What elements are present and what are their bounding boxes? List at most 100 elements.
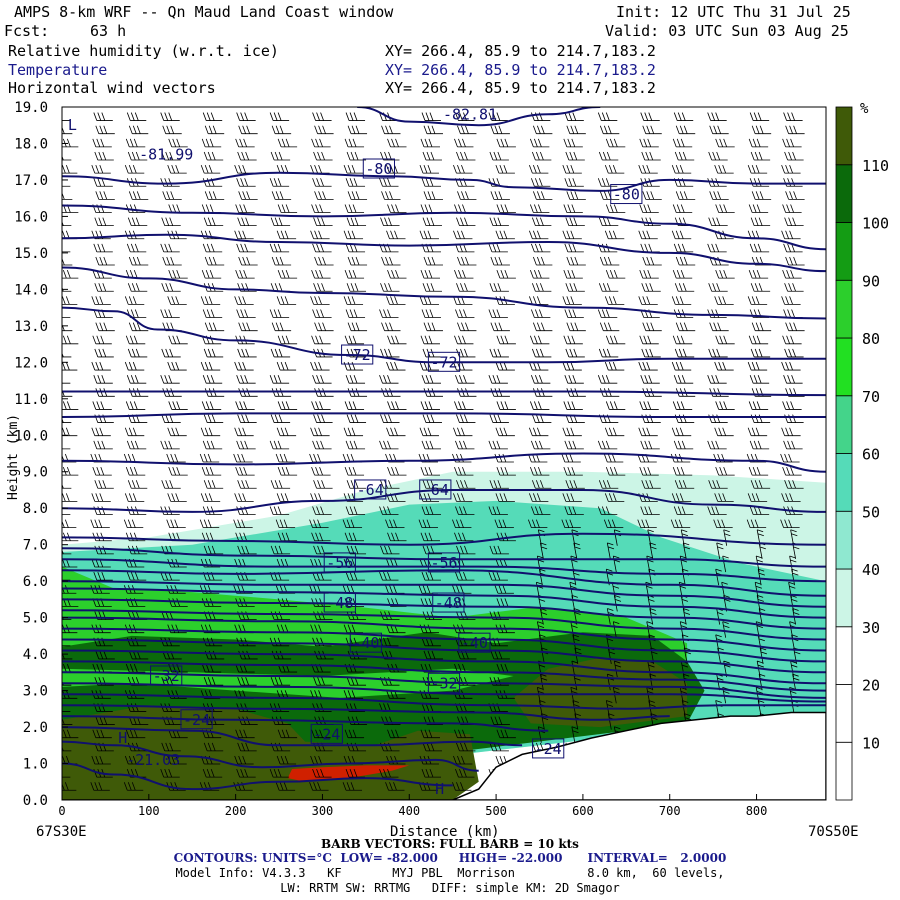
wind-barb [94, 348, 114, 358]
wind-barb [749, 375, 770, 384]
wind-barb [344, 335, 365, 345]
wind-barb [276, 361, 297, 371]
wind-barb [387, 138, 407, 148]
model-info-line2: LW: RRTM SW: RRTMG DIFF: simple KM: 2D S… [280, 881, 620, 895]
wind-barb [671, 493, 692, 502]
wind-barb [489, 742, 509, 752]
temperature-contour [62, 580, 826, 608]
contour-label: -40 [461, 634, 488, 652]
wind-barb [495, 361, 515, 371]
wind-barb [671, 427, 692, 437]
wind-barb [673, 243, 694, 253]
wind-barb [495, 493, 515, 502]
contour-label: -56 [430, 554, 457, 572]
valid-time: Valid: 03 UTC Sun 03 Aug 25 [605, 22, 849, 40]
wind-barb [532, 256, 553, 266]
wind-barb [237, 742, 257, 752]
wind-barb [62, 401, 79, 410]
wind-barb [311, 466, 331, 476]
wind-barb [62, 249, 71, 253]
y-tick-label: 13.0 [14, 319, 48, 335]
wind-barb [92, 729, 112, 739]
wind-barb [562, 296, 582, 305]
wind-barb [455, 112, 475, 121]
wind-barb [128, 716, 149, 725]
wind-barb [236, 243, 256, 253]
wind-barb [529, 335, 550, 345]
wind-barb [62, 388, 73, 397]
wind-barb [62, 549, 72, 555]
temperature-contour [62, 587, 826, 619]
wind-barb [598, 348, 619, 358]
wind-barb [455, 506, 475, 515]
wind-barb [641, 151, 661, 161]
wind-barb [62, 184, 71, 187]
wind-barb [125, 532, 146, 542]
contour-label: L [68, 116, 77, 134]
wind-barb [673, 178, 694, 187]
wind-barb [91, 755, 111, 765]
wind-barb [91, 164, 111, 174]
y-tick-label: 4.0 [23, 647, 48, 663]
wind-barb [672, 401, 693, 410]
wind-barb [419, 230, 439, 240]
wind-barb [455, 178, 475, 187]
wind-barb [420, 204, 440, 213]
wind-barb [783, 112, 803, 121]
wind-barb [91, 296, 111, 305]
wind-barb [455, 572, 475, 581]
wind-barb [200, 755, 221, 765]
wind-barb [236, 309, 256, 318]
wind-barb [167, 755, 187, 765]
wind-barb [637, 519, 657, 529]
wind-barb [747, 296, 768, 305]
wind-barb [781, 296, 801, 305]
contour-labels: -82.81 -81.99 L -80 -80 -72 -72 -64 -64 -56 -56 -48… [68, 107, 643, 798]
wind-barb [168, 335, 188, 345]
wind-barb [640, 440, 660, 450]
wind-barb [422, 414, 442, 423]
wind-barb [421, 768, 441, 778]
wind-barb [345, 112, 366, 121]
wind-barb [62, 296, 78, 305]
wind-barb [781, 427, 801, 437]
wind-barb [421, 309, 441, 318]
wind-barb [532, 322, 553, 332]
wind-barb [784, 151, 804, 161]
wind-barb [566, 125, 586, 135]
wind-barb [564, 112, 584, 121]
wind-barb [313, 677, 333, 686]
wind-barb [343, 296, 364, 305]
wind-barb [453, 361, 473, 371]
wind-barb [126, 703, 147, 712]
wind-barb [606, 542, 615, 559]
wind-barb [750, 480, 771, 489]
wind-barb [93, 243, 113, 253]
wind-barb [420, 335, 440, 345]
contour-label: H [435, 780, 444, 798]
y-tick-label: 17.0 [14, 173, 48, 189]
wind-barb [709, 191, 729, 200]
wind-barb [238, 191, 258, 200]
contour-label-box [427, 552, 461, 573]
wind-barb [455, 309, 475, 318]
wind-barb [380, 677, 400, 686]
wind-barb [454, 138, 474, 148]
wind-barb [62, 483, 72, 489]
wind-barb [310, 361, 330, 371]
wind-barb [672, 335, 693, 345]
wind-barb [62, 164, 78, 174]
wind-barb [90, 782, 110, 791]
wind-barb [453, 493, 473, 502]
terrain-profile [62, 711, 826, 800]
wind-barb [347, 256, 368, 266]
wind-barb [748, 270, 769, 279]
wind-barb [494, 519, 514, 529]
wind-barb [675, 256, 696, 266]
wind-barb [202, 309, 223, 318]
wind-barb [95, 191, 115, 200]
wind-barb [748, 335, 769, 345]
contour-label-box [532, 738, 565, 759]
wind-barb [312, 703, 332, 712]
wind-barb [682, 542, 691, 559]
